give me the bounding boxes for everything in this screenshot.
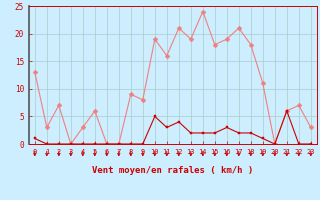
X-axis label: Vent moyen/en rafales ( km/h ): Vent moyen/en rafales ( km/h ): [92, 166, 253, 175]
